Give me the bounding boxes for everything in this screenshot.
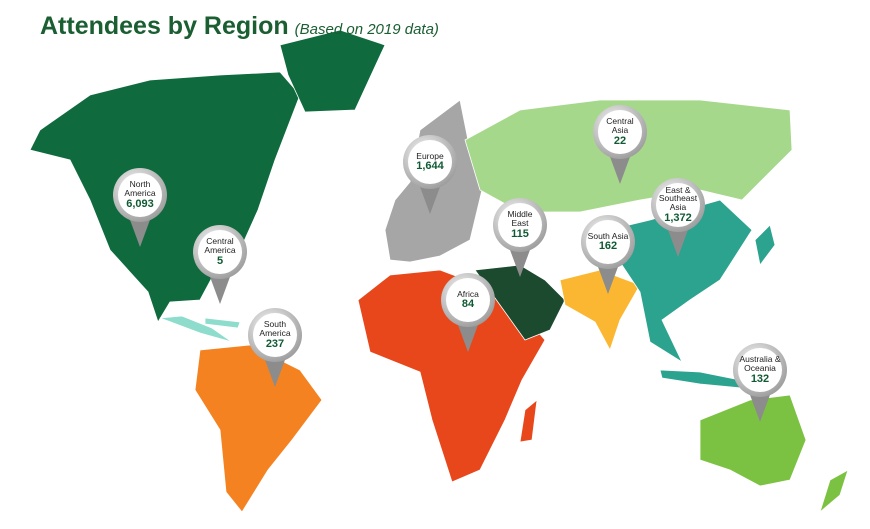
region-name: Middle East: [507, 209, 533, 228]
region-name: Australia & Oceania: [739, 354, 781, 373]
region-value: 162: [598, 240, 618, 253]
region-name: Central America: [204, 236, 236, 255]
pin-label: South Asia 162: [583, 230, 633, 253]
japan: [754, 224, 776, 266]
region-name: Africa: [457, 288, 479, 299]
pin: [248, 308, 302, 387]
pin-label: Central America 5: [195, 237, 245, 267]
region-name: Central Asia: [606, 116, 634, 135]
region-name: North America: [124, 179, 156, 198]
caribbean: [204, 317, 241, 329]
pin-face: [586, 220, 630, 264]
pin: [651, 178, 705, 257]
pin: [403, 135, 457, 214]
region-name: South Asia: [587, 230, 629, 241]
region-value: 5: [216, 254, 224, 267]
region-name: South America: [259, 319, 291, 338]
south-asia: [559, 269, 641, 352]
region-value: 115: [511, 227, 529, 240]
middle-east: [474, 264, 566, 341]
title: Attendees by Region (Based on 2019 data): [40, 12, 439, 41]
pin-label: Australia & Oceania 132: [735, 355, 785, 385]
australia: [699, 394, 807, 487]
region-value: 1,644: [416, 160, 444, 173]
pin-face: [598, 110, 642, 154]
pin-label: North America 6,093: [115, 180, 165, 210]
pin: [493, 198, 547, 277]
region-value: 132: [750, 372, 770, 385]
new-zealand: [819, 469, 849, 514]
greenland: [279, 29, 386, 113]
region-value: 237: [265, 337, 285, 350]
pin-label: South America 237: [250, 320, 300, 350]
pin-face: [198, 230, 242, 274]
south-america: [194, 344, 323, 513]
pin-label: Middle East 115: [495, 210, 545, 240]
indonesia: [659, 369, 743, 389]
pin: [441, 273, 495, 352]
pin-label: East & Southeast Asia 1,372: [653, 184, 703, 225]
title-text: Attendees by Region: [40, 12, 289, 40]
pin-label: Africa 84: [443, 288, 493, 311]
region-name: Europe: [416, 150, 444, 161]
africa: [357, 269, 546, 483]
pin-label: Central Asia 22: [595, 117, 645, 147]
region-value: 6,093: [126, 197, 154, 210]
region-value: 1,372: [664, 212, 692, 225]
region-value: 84: [461, 298, 475, 311]
pin-face: [408, 140, 452, 184]
pin: [581, 215, 635, 294]
pin-face: [253, 313, 297, 357]
pin-face: [446, 278, 490, 322]
pin-face: [498, 203, 542, 247]
pin-face: [118, 173, 162, 217]
pin: [113, 168, 167, 247]
pin-face: [656, 183, 700, 227]
region-value: 22: [613, 134, 627, 147]
pin: [193, 225, 247, 304]
subtitle: (Based on 2019 data): [294, 21, 439, 38]
pin: [593, 105, 647, 184]
region-name: East & Southeast Asia: [658, 184, 698, 213]
pin-label: Europe 1,644: [405, 150, 455, 173]
madagascar: [519, 399, 538, 443]
pin: [733, 343, 787, 422]
pin-face: [738, 348, 782, 392]
central-america: [159, 315, 233, 343]
